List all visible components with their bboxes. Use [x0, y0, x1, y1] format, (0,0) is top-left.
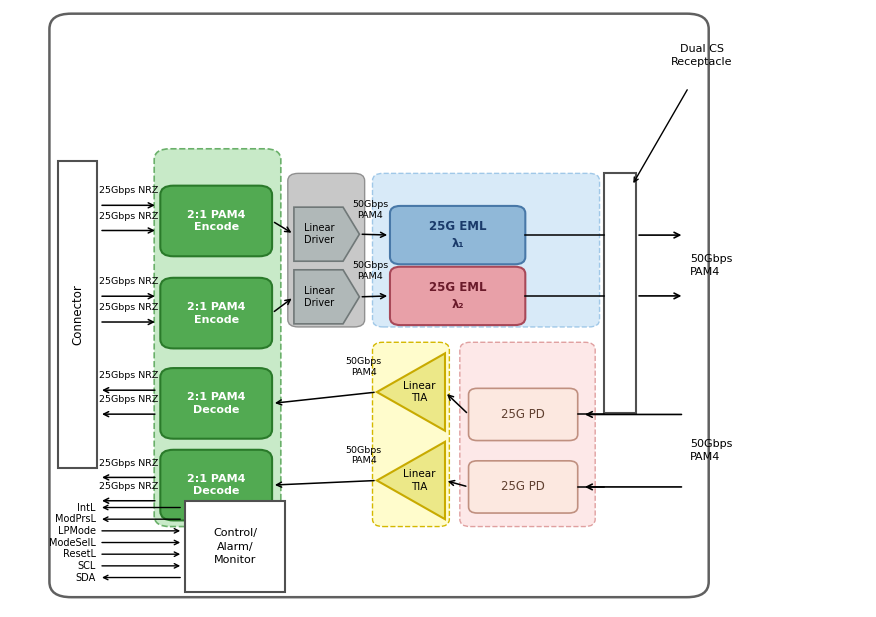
- Polygon shape: [377, 442, 445, 519]
- Text: 25Gbps NRZ: 25Gbps NRZ: [99, 186, 159, 196]
- Polygon shape: [294, 270, 359, 324]
- Text: Linear
TIA: Linear TIA: [403, 470, 435, 492]
- Text: SDA: SDA: [75, 573, 95, 582]
- Text: 25Gbps NRZ: 25Gbps NRZ: [99, 482, 159, 491]
- Text: ResetL: ResetL: [63, 549, 95, 559]
- Text: 50Gbps
PAM4: 50Gbps PAM4: [352, 201, 388, 220]
- FancyBboxPatch shape: [372, 173, 599, 327]
- FancyBboxPatch shape: [160, 186, 272, 256]
- FancyBboxPatch shape: [160, 450, 272, 520]
- FancyBboxPatch shape: [288, 173, 364, 327]
- Text: SCL: SCL: [77, 561, 95, 571]
- Text: 50Gbps
PAM4: 50Gbps PAM4: [690, 439, 732, 462]
- Text: 50Gbps
PAM4: 50Gbps PAM4: [346, 357, 382, 377]
- Text: 50Gbps
PAM4: 50Gbps PAM4: [352, 261, 388, 281]
- Text: ModPrsL: ModPrsL: [54, 514, 95, 524]
- Text: ModeSelL: ModeSelL: [49, 537, 95, 547]
- Text: 50Gbps
PAM4: 50Gbps PAM4: [690, 254, 732, 276]
- Text: 2:1 PAM4
Decode: 2:1 PAM4 Decode: [187, 474, 245, 497]
- Text: Linear
Driver: Linear Driver: [304, 223, 334, 246]
- Text: LPMode: LPMode: [58, 526, 95, 536]
- FancyBboxPatch shape: [390, 206, 526, 264]
- FancyBboxPatch shape: [460, 342, 595, 526]
- Text: 25G PD: 25G PD: [501, 481, 545, 494]
- FancyBboxPatch shape: [160, 368, 272, 439]
- FancyBboxPatch shape: [154, 149, 281, 526]
- Text: Connector: Connector: [71, 284, 84, 345]
- Text: 2:1 PAM4
Decode: 2:1 PAM4 Decode: [187, 392, 245, 415]
- Polygon shape: [294, 207, 359, 261]
- FancyBboxPatch shape: [469, 461, 577, 513]
- Bar: [604, 173, 636, 413]
- FancyBboxPatch shape: [49, 14, 709, 597]
- Text: 25Gbps NRZ: 25Gbps NRZ: [99, 395, 159, 404]
- Text: 25Gbps NRZ: 25Gbps NRZ: [99, 458, 159, 468]
- FancyBboxPatch shape: [469, 388, 577, 441]
- Text: 25Gbps NRZ: 25Gbps NRZ: [99, 303, 159, 312]
- Text: Linear
Driver: Linear Driver: [304, 286, 334, 308]
- Text: IntL: IntL: [77, 502, 95, 513]
- FancyBboxPatch shape: [160, 278, 272, 349]
- Text: 25G EML
λ₁: 25G EML λ₁: [429, 220, 486, 250]
- Text: 25Gbps NRZ: 25Gbps NRZ: [99, 371, 159, 380]
- Text: Linear
TIA: Linear TIA: [403, 381, 435, 404]
- Bar: [58, 161, 97, 468]
- FancyBboxPatch shape: [390, 267, 526, 325]
- Text: 25G EML
λ₂: 25G EML λ₂: [429, 281, 486, 310]
- Text: 25Gbps NRZ: 25Gbps NRZ: [99, 212, 159, 221]
- Polygon shape: [377, 354, 445, 431]
- Text: 25G PD: 25G PD: [501, 408, 545, 421]
- Text: 2:1 PAM4
Encode: 2:1 PAM4 Encode: [187, 302, 245, 325]
- Text: 25Gbps NRZ: 25Gbps NRZ: [99, 278, 159, 286]
- Text: Dual CS
Receptacle: Dual CS Receptacle: [671, 44, 732, 67]
- Bar: [185, 502, 286, 592]
- FancyBboxPatch shape: [372, 342, 449, 526]
- Text: 50Gbps
PAM4: 50Gbps PAM4: [346, 445, 382, 465]
- Text: 2:1 PAM4
Encode: 2:1 PAM4 Encode: [187, 210, 245, 233]
- Text: Control/
Alarm/
Monitor: Control/ Alarm/ Monitor: [213, 528, 257, 565]
